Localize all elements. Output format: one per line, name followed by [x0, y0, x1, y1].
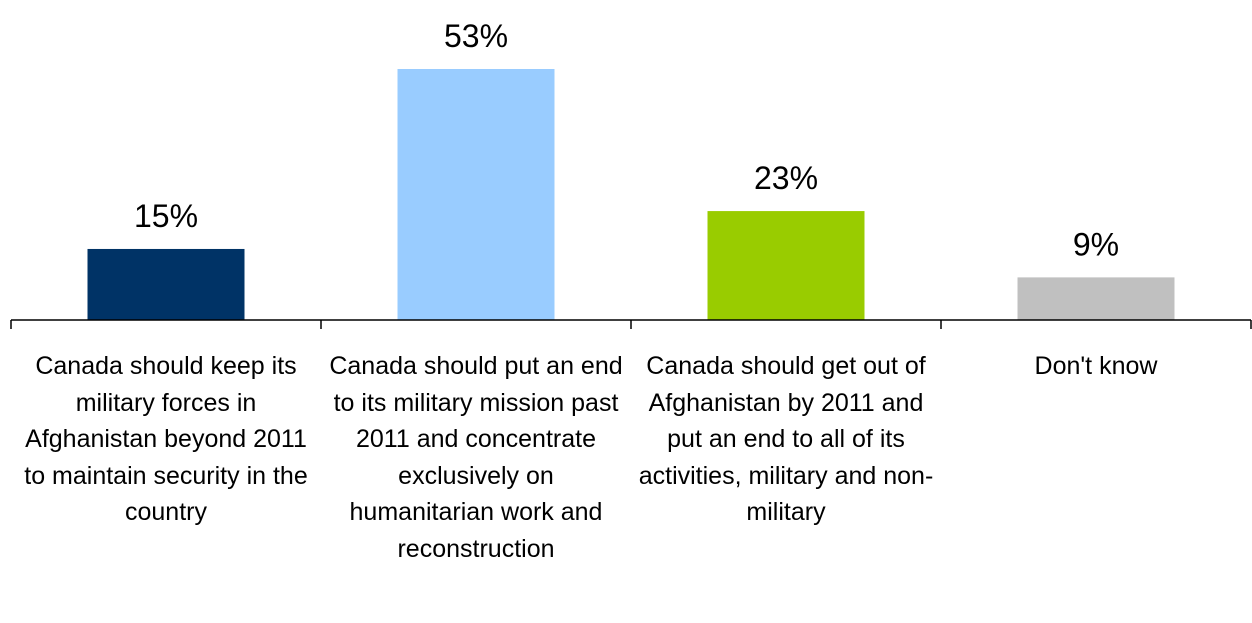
bar — [1017, 277, 1175, 320]
category-tick-label: Canada should put an end to its military… — [329, 352, 623, 563]
category-tick-label: Canada should keep its military forces i… — [24, 352, 308, 526]
value-labels-group: 15% 53% 23% 9% — [134, 18, 1119, 262]
bar — [707, 211, 865, 320]
bar — [87, 248, 245, 320]
bars-group — [87, 69, 1175, 320]
data-label: 53% — [444, 18, 508, 54]
category-tick-label: Canada should get out of Afghanistan by … — [638, 352, 934, 526]
bar — [397, 69, 555, 320]
data-label: 9% — [1073, 226, 1119, 262]
data-label: 15% — [134, 198, 198, 234]
data-label: 23% — [754, 160, 818, 196]
category-tick-label: Don't know — [1034, 352, 1158, 380]
x-axis — [10, 319, 1252, 329]
